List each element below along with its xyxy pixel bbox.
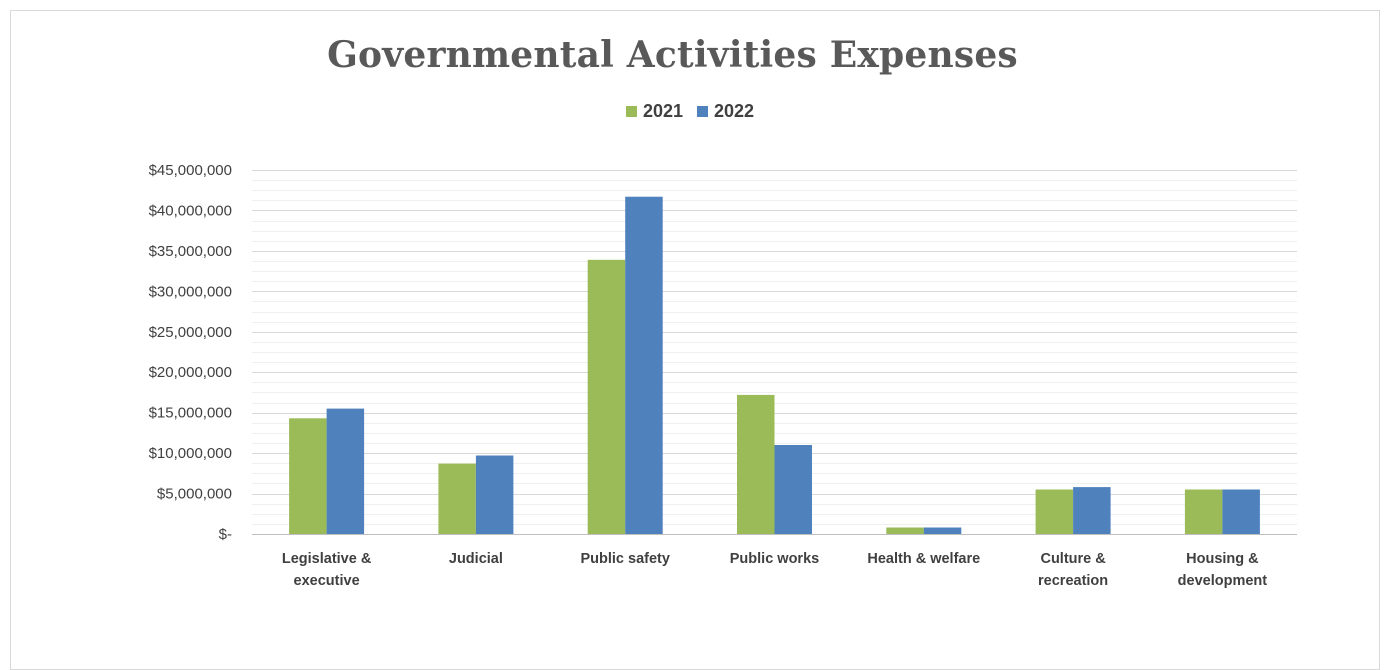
bar-2022-4	[924, 528, 962, 535]
y-tick-label: $35,000,000	[149, 243, 232, 260]
x-tick-label: executive	[294, 573, 360, 589]
y-tick-label: $45,000,000	[149, 162, 232, 179]
y-tick-label: $30,000,000	[149, 283, 232, 300]
y-tick-label: $10,000,000	[149, 445, 232, 462]
bar-2021-3	[737, 395, 775, 534]
bar-2021-2	[588, 260, 626, 534]
y-tick-label: $40,000,000	[149, 202, 232, 219]
bar-2022-0	[327, 409, 365, 534]
bar-2021-0	[289, 418, 327, 534]
x-tick-label: Public works	[730, 551, 819, 567]
y-tick-label: $25,000,000	[149, 324, 232, 341]
bar-2021-4	[886, 528, 924, 535]
bar-2021-1	[438, 464, 476, 534]
x-tick-label: Legislative &	[282, 551, 372, 567]
bar-2022-6	[1222, 490, 1260, 535]
bar-2022-1	[476, 456, 514, 535]
x-axis-ticks: Legislative & executive Judicial Public saf…	[282, 551, 1267, 589]
x-tick-label: Housing &	[1186, 551, 1259, 567]
x-tick-label: Health & welfare	[867, 551, 980, 567]
x-tick-label: Judicial	[449, 551, 503, 567]
bar-2022-2	[625, 197, 663, 534]
bar-2022-3	[775, 445, 813, 534]
x-tick-label: Public safety	[580, 551, 669, 567]
x-tick-label: development	[1178, 573, 1268, 589]
y-tick-label: $5,000,000	[157, 486, 232, 503]
bar-2022-5	[1073, 487, 1111, 534]
x-tick-label: Culture &	[1040, 551, 1106, 567]
y-tick-label: $-	[219, 526, 232, 543]
bar-2021-6	[1185, 490, 1223, 535]
y-tick-label: $20,000,000	[149, 364, 232, 381]
y-axis-ticks: $- $5,000,000 $10,000,000 $15,000,000 $20,00…	[149, 162, 232, 543]
bar-chart: $- $5,000,000 $10,000,000 $15,000,000 $20,00…	[0, 0, 1385, 650]
bar-2021-5	[1036, 490, 1074, 535]
y-tick-label: $15,000,000	[149, 405, 232, 422]
x-tick-label: recreation	[1038, 573, 1108, 589]
